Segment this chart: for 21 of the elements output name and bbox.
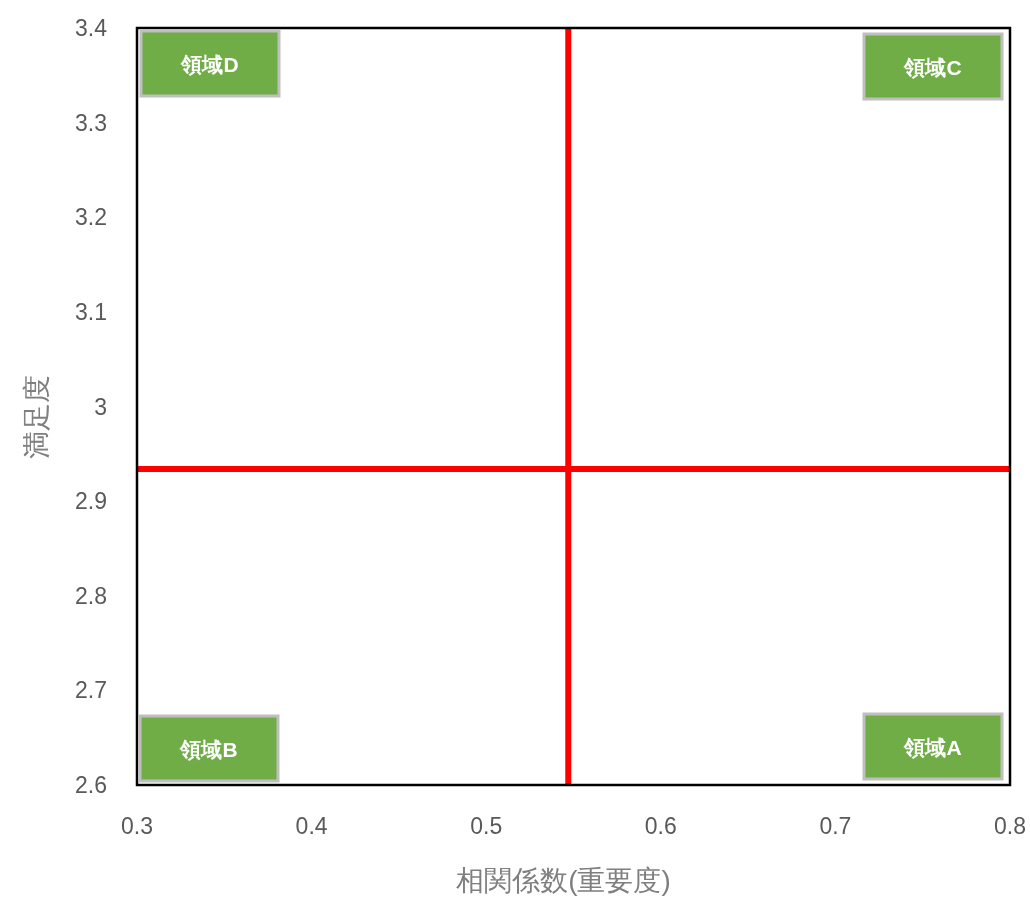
x-tick-label: 0.5 [470,813,503,839]
y-tick-label: 3.2 [75,204,107,231]
y-tick-label: 2.8 [75,582,107,609]
x-tick-label: 0.7 [819,813,852,839]
x-axis-title: 相関係数(重要度) [456,865,671,896]
x-tick-label: 0.8 [994,813,1026,839]
x-tick-label: 0.3 [121,813,153,839]
y-tick-label: 2.9 [75,488,107,515]
annotation: 領域A [903,736,962,760]
y-tick-label: 2.7 [75,677,107,704]
y-tick-label: 2.6 [75,772,107,798]
annotation: 領域C [903,56,962,80]
y-axis-title: 満足度 [21,374,52,459]
y-tick-label: 3.1 [75,298,107,325]
annotation: 領域B [179,738,238,762]
y-tick-label: 3 [94,393,107,420]
annotation: 領域D [180,53,239,77]
x-tick-label: 0.4 [295,813,328,839]
x-tick-label: 0.6 [644,813,677,839]
y-tick-label: 3.3 [75,109,107,136]
y-tick-label: 3.4 [75,15,108,41]
